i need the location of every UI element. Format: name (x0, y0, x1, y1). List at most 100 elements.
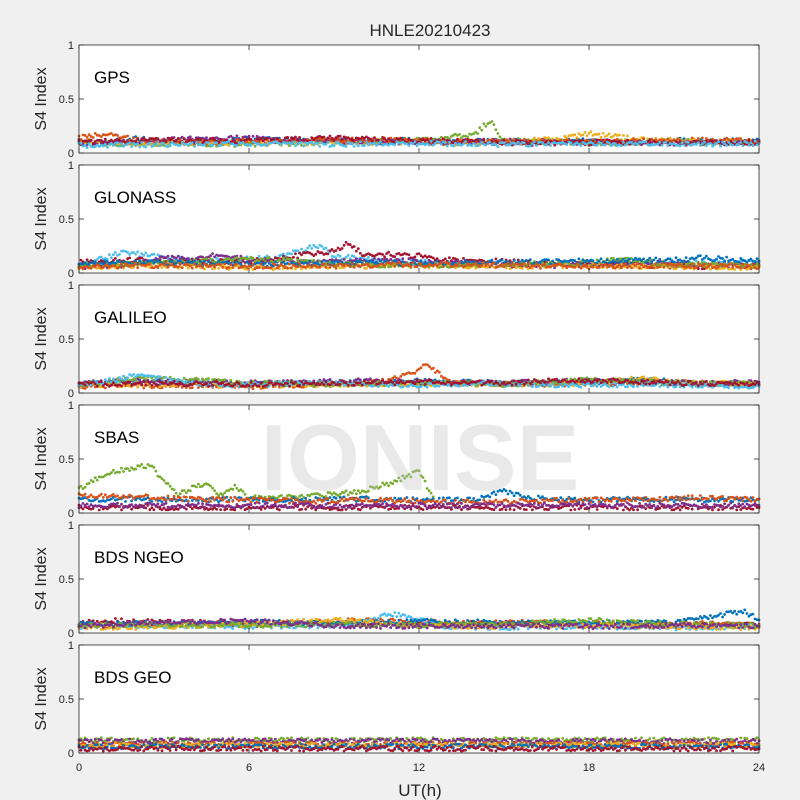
data-point (259, 141, 263, 144)
data-point (292, 137, 295, 141)
data-point (753, 139, 757, 143)
data-point (120, 142, 123, 145)
data-point (512, 259, 516, 262)
data-point (480, 140, 484, 144)
data-point (190, 141, 194, 145)
data-point (522, 262, 526, 266)
data-point (174, 256, 178, 260)
data-point (599, 263, 603, 267)
data-point (328, 266, 332, 269)
data-point (668, 136, 672, 140)
data-point (407, 253, 411, 257)
data-point (587, 132, 591, 135)
data-point (597, 266, 601, 269)
data-point (417, 252, 421, 256)
data-point (415, 265, 419, 269)
data-point (164, 261, 168, 265)
data-point (358, 257, 362, 261)
data-point (524, 259, 528, 262)
data-point (506, 261, 510, 265)
data-point (352, 145, 356, 148)
data-point (346, 253, 350, 257)
data-point (93, 260, 97, 264)
data-point (500, 263, 504, 266)
data-point (399, 136, 403, 140)
data-point (300, 247, 303, 251)
data-point (229, 134, 233, 138)
data-point (522, 141, 526, 145)
data-point (261, 135, 265, 139)
data-point (241, 141, 245, 144)
data-point (310, 136, 314, 140)
data-point (296, 249, 299, 253)
data-point (593, 263, 597, 266)
data-point (397, 258, 401, 262)
data-point (415, 259, 419, 262)
data-point (257, 266, 261, 269)
data-point (723, 259, 726, 263)
data-point (215, 141, 219, 145)
data-point (85, 146, 89, 150)
data-point (114, 264, 117, 268)
data-point (733, 263, 737, 267)
data-point (219, 137, 223, 141)
data-point (176, 265, 180, 269)
data-point (407, 257, 411, 261)
data-point (628, 257, 631, 261)
data-point (533, 136, 536, 140)
data-point (607, 141, 611, 145)
data-point (739, 141, 743, 144)
data-point (334, 266, 338, 270)
data-point (110, 142, 113, 145)
data-point (330, 248, 334, 251)
data-point (557, 137, 560, 141)
data-point (373, 257, 376, 260)
data-point (389, 265, 393, 269)
data-point (583, 131, 587, 134)
data-point (365, 266, 368, 270)
data-point (709, 142, 712, 145)
data-point (332, 144, 336, 148)
data-point (209, 257, 212, 260)
data-point (620, 259, 623, 263)
data-point (516, 140, 520, 144)
data-point (749, 141, 753, 145)
data-point (300, 267, 303, 271)
data-point (249, 143, 253, 147)
data-point (273, 260, 277, 264)
data-point (528, 144, 532, 148)
data-point (144, 251, 148, 255)
data-point (439, 142, 443, 146)
data-point (482, 122, 486, 126)
data-point (717, 265, 720, 268)
data-point (221, 266, 225, 269)
data-point (227, 140, 231, 143)
data-point (217, 259, 221, 263)
data-point (715, 257, 718, 261)
data-point (211, 143, 215, 147)
data-point (79, 142, 83, 145)
data-point (249, 265, 253, 268)
data-point (188, 264, 192, 268)
data-point (265, 143, 269, 147)
data-point (533, 140, 536, 144)
data-point (684, 256, 688, 259)
data-point (235, 144, 239, 147)
data-point (156, 266, 160, 269)
data-point (605, 134, 609, 137)
data-point (316, 246, 320, 250)
data-point (456, 264, 459, 267)
data-point (688, 266, 692, 269)
data-point (737, 143, 741, 146)
data-point (749, 267, 753, 271)
data-point (126, 251, 129, 254)
data-point (156, 137, 160, 141)
data-point (658, 141, 662, 144)
data-point (577, 132, 581, 136)
data-point (448, 262, 451, 266)
data-point (354, 249, 358, 253)
data-point (547, 136, 550, 140)
data-point (136, 250, 140, 254)
data-point (437, 140, 441, 144)
